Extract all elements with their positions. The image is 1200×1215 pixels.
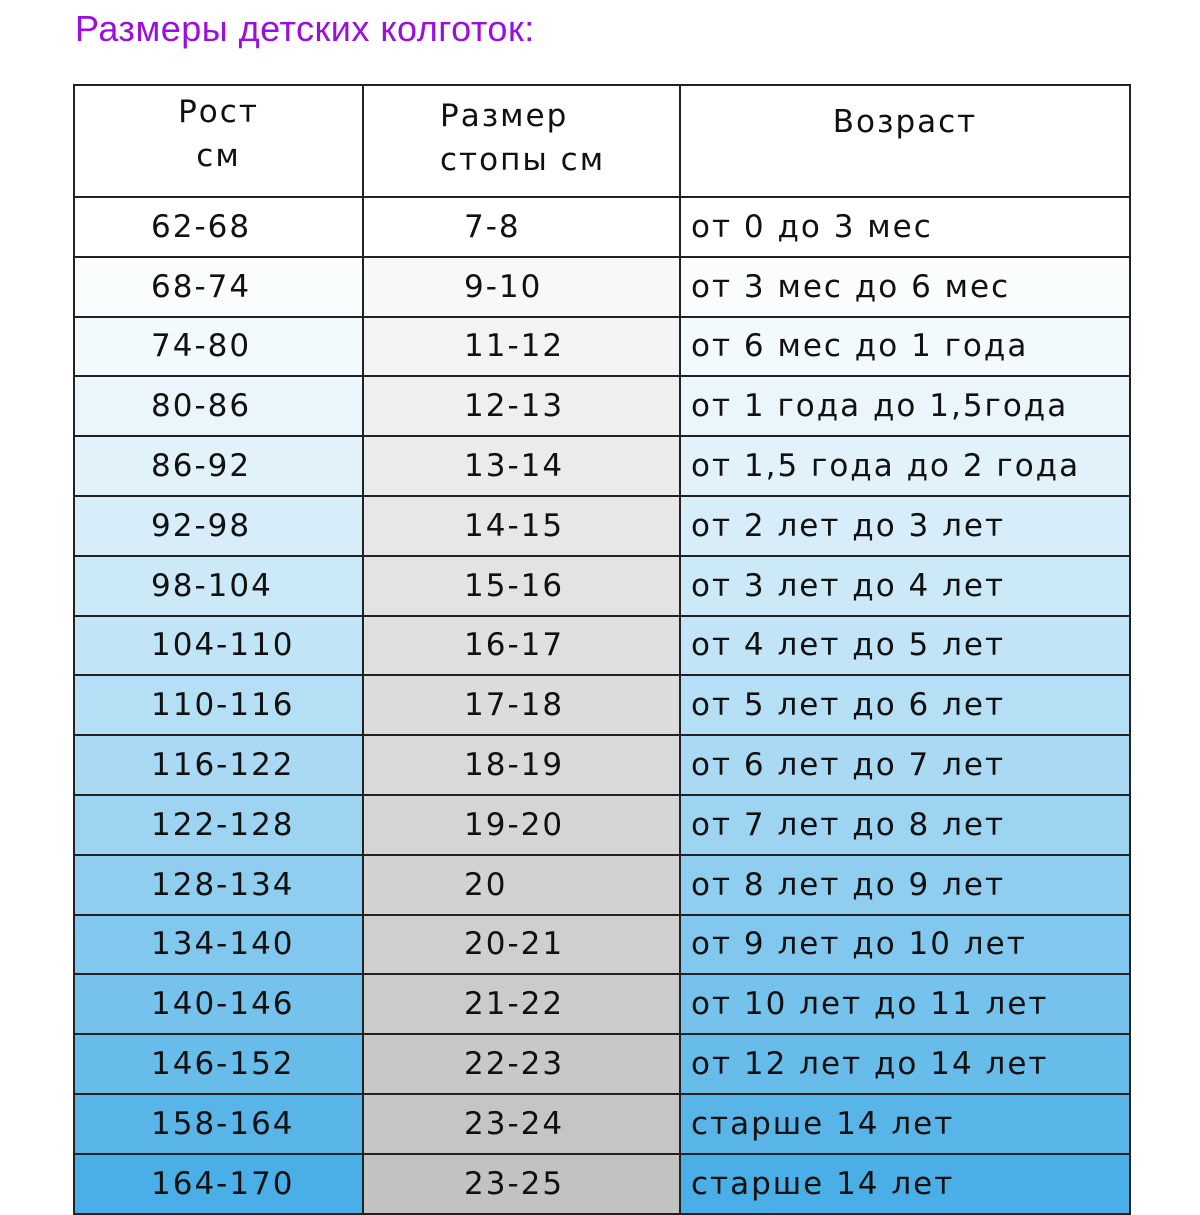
table-row: 68-74 9-10 от 3 мес до 6 мес <box>73 255 1131 318</box>
cell-age: от 6 мес до 1 года <box>679 315 1131 378</box>
cell-height: 110-116 <box>73 674 364 737</box>
table-row: 62-68 7-8 от 0 до 3 мес <box>73 196 1131 258</box>
cell-height: 134-140 <box>73 913 364 976</box>
cell-foot-size: 15-16 <box>362 554 681 617</box>
table-row: 98-104 15-16 от 3 лет до 4 лет <box>73 554 1131 617</box>
cell-foot-size: 22-23 <box>362 1033 681 1095</box>
table-row: 158-164 23-24 старше 14 лет <box>73 1092 1131 1155</box>
cell-age: от 10 лет до 11 лет <box>679 973 1131 1036</box>
cell-foot-size: 20-21 <box>362 913 681 976</box>
table-row: 92-98 14-15 от 2 лет до 3 лет <box>73 494 1131 557</box>
cell-age: от 4 лет до 5 лет <box>679 614 1131 677</box>
table-row: 116-122 18-19 от 6 лет до 7 лет <box>73 734 1131 796</box>
table-row: 122-128 19-20 от 7 лет до 8 лет <box>73 793 1131 856</box>
cell-height: 140-146 <box>73 973 364 1036</box>
cell-height: 68-74 <box>73 255 364 318</box>
cell-height: 74-80 <box>73 315 364 378</box>
cell-foot-size: 12-13 <box>362 375 681 438</box>
table-row: 128-134 20 от 8 лет до 9 лет <box>73 853 1131 916</box>
table-row: 74-80 11-12 от 6 мес до 1 года <box>73 315 1131 378</box>
cell-foot-size: 19-20 <box>362 793 681 856</box>
cell-age: от 1,5 года до 2 года <box>679 435 1131 497</box>
cell-foot-size: 23-24 <box>362 1092 681 1155</box>
cell-age: от 6 лет до 7 лет <box>679 734 1131 796</box>
cell-foot-size: 14-15 <box>362 494 681 557</box>
cell-foot-size: 23-25 <box>362 1152 681 1215</box>
table-row: 86-92 13-14 от 1,5 года до 2 года <box>73 435 1131 497</box>
cell-foot-size: 17-18 <box>362 674 681 737</box>
cell-foot-size: 16-17 <box>362 614 681 677</box>
cell-age: от 0 до 3 мес <box>679 196 1131 258</box>
cell-age: от 8 лет до 9 лет <box>679 853 1131 916</box>
cell-height: 158-164 <box>73 1092 364 1155</box>
cell-age: от 2 лет до 3 лет <box>679 494 1131 557</box>
table-row: 110-116 17-18 от 5 лет до 6 лет <box>73 674 1131 737</box>
cell-foot-size: 13-14 <box>362 435 681 497</box>
cell-age: старше 14 лет <box>679 1152 1131 1215</box>
table-row: 80-86 12-13 от 1 года до 1,5года <box>73 375 1131 438</box>
cell-height: 86-92 <box>73 435 364 497</box>
table-row: 146-152 22-23 от 12 лет до 14 лет <box>73 1033 1131 1095</box>
cell-age: от 12 лет до 14 лет <box>679 1033 1131 1095</box>
cell-foot-size: 9-10 <box>362 255 681 318</box>
cell-foot-size: 18-19 <box>362 734 681 796</box>
cell-age: от 5 лет до 6 лет <box>679 674 1131 737</box>
cell-age: старше 14 лет <box>679 1092 1131 1155</box>
cell-foot-size: 20 <box>362 853 681 916</box>
page-title: Размеры детских колготок: <box>75 8 535 49</box>
cell-height: 116-122 <box>73 734 364 796</box>
cell-age: от 9 лет до 10 лет <box>679 913 1131 976</box>
header-height: Рост см <box>73 84 364 198</box>
header-foot-size: Размер стопы см <box>362 84 681 198</box>
header-row: Рост см Размер стопы см Возраст <box>73 84 1131 198</box>
table-row: 134-140 20-21 от 9 лет до 10 лет <box>73 913 1131 976</box>
table-row: 140-146 21-22 от 10 лет до 11 лет <box>73 973 1131 1036</box>
cell-height: 62-68 <box>73 196 364 258</box>
cell-height: 80-86 <box>73 375 364 438</box>
cell-foot-size: 7-8 <box>362 196 681 258</box>
table-row: 164-170 23-25 старше 14 лет <box>73 1152 1131 1215</box>
table-row: 104-110 16-17 от 4 лет до 5 лет <box>73 614 1131 677</box>
cell-height: 128-134 <box>73 853 364 916</box>
cell-age: от 3 мес до 6 мес <box>679 255 1131 318</box>
cell-foot-size: 11-12 <box>362 315 681 378</box>
header-age: Возраст <box>679 84 1131 198</box>
cell-height: 164-170 <box>73 1152 364 1215</box>
cell-age: от 7 лет до 8 лет <box>679 793 1131 856</box>
cell-height: 98-104 <box>73 554 364 617</box>
cell-age: от 1 года до 1,5года <box>679 375 1131 438</box>
cell-foot-size: 21-22 <box>362 973 681 1036</box>
cell-height: 104-110 <box>73 614 364 677</box>
cell-height: 92-98 <box>73 494 364 557</box>
cell-age: от 3 лет до 4 лет <box>679 554 1131 617</box>
cell-height: 122-128 <box>73 793 364 856</box>
cell-height: 146-152 <box>73 1033 364 1095</box>
size-table: Рост см Размер стопы см Возраст 62-68 7-8… <box>73 84 1131 1215</box>
